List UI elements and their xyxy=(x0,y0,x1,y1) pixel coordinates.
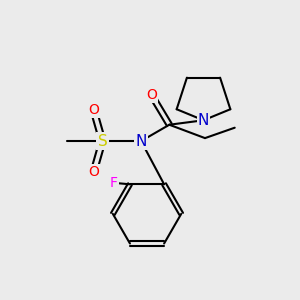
Text: O: O xyxy=(146,88,157,102)
Text: N: N xyxy=(198,113,209,128)
Text: F: F xyxy=(110,176,118,190)
Text: N: N xyxy=(135,134,147,148)
Text: O: O xyxy=(88,165,99,179)
Text: S: S xyxy=(98,134,107,148)
Text: O: O xyxy=(88,103,99,117)
